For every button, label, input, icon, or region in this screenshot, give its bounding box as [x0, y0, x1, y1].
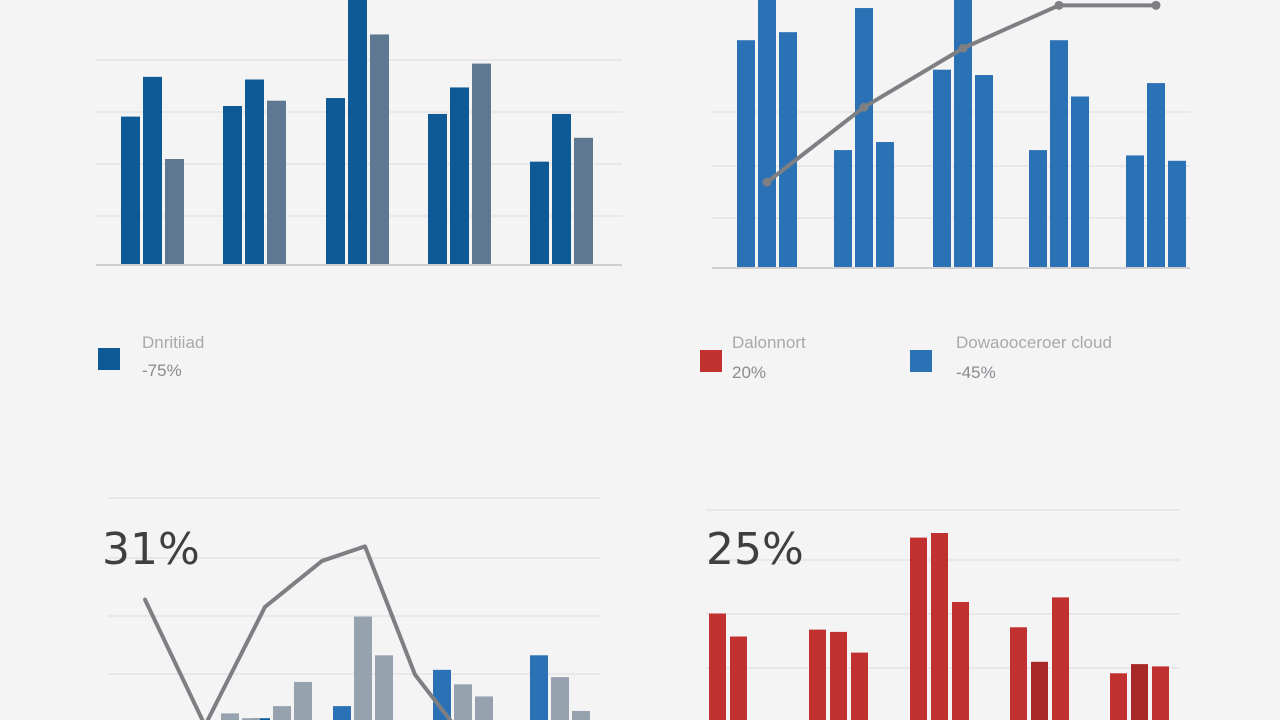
- bar-s3-g4: [1071, 96, 1089, 268]
- bar-s2-g1: [143, 76, 162, 265]
- bar-s2-g4: [450, 87, 469, 265]
- bar-s1-g2: [223, 106, 242, 265]
- chart-panel-top-left: 87% Dnritiiad -75%: [96, 0, 622, 380]
- trend-line-group: [143, 544, 453, 720]
- bar-s3-g2: [267, 100, 286, 265]
- bar-s2-g2: [855, 8, 873, 268]
- legend-label: Dalonnort: [732, 333, 806, 352]
- bar-s1-g5: [1110, 673, 1127, 720]
- legend-value: 20%: [732, 363, 766, 382]
- bar-s1-g5: [1126, 155, 1144, 268]
- bar-s2-g1: [730, 636, 747, 720]
- bar-s3-g3: [975, 75, 993, 268]
- bar-s2-g2: [273, 706, 291, 720]
- bar-s2-g3: [348, 0, 367, 265]
- headline-percent: 25%: [706, 524, 804, 575]
- bar-s1-g2: [834, 150, 852, 268]
- bar-s3-g4: [472, 63, 491, 265]
- chart-panel-top-right: 86% Dalonnort 20% Dowaooceroer cloud -45…: [700, 0, 1190, 382]
- bar-s2-g4: [1031, 661, 1048, 720]
- bar-s2-g4: [454, 684, 472, 720]
- legend-swatch: [910, 350, 932, 372]
- trend-point: [859, 102, 869, 112]
- bar-s1-g1: [121, 116, 140, 265]
- bar-s2-g5: [1147, 83, 1165, 268]
- bar-s1-g1: [737, 40, 755, 269]
- bar-group: [709, 533, 1169, 720]
- bar-s3-g4: [1052, 597, 1069, 720]
- bar-s1-g4: [428, 113, 447, 265]
- bar-s2-g5: [552, 113, 571, 265]
- bar-s1-g4: [1010, 627, 1027, 720]
- bar-s2-g3: [954, 0, 972, 268]
- bar-s3-g1: [779, 32, 797, 268]
- bar-s3-g3: [375, 655, 393, 720]
- bar-s3-g1: [165, 159, 184, 265]
- bar-s1-g4: [433, 669, 451, 720]
- trend-line-group: [762, 0, 1161, 187]
- bar-s1-g5: [530, 655, 548, 720]
- bar-s3-g5: [574, 137, 593, 265]
- bar-s3-g2: [851, 652, 868, 720]
- legend-label: Dowaooceroer cloud: [956, 333, 1112, 352]
- chart-panel-bottom-right: 25%: [706, 509, 1180, 720]
- bar-s2-g2: [245, 79, 264, 265]
- chart-panel-bottom-left: 31%: [102, 497, 600, 720]
- bar-group: [121, 0, 593, 266]
- bar-s2-g5: [1131, 664, 1148, 720]
- trend-line: [143, 544, 453, 720]
- bar-s3-g4: [475, 696, 493, 720]
- bar-group: [221, 616, 590, 720]
- bar-s1-g3: [333, 706, 351, 720]
- bar-s3-g5: [1168, 160, 1186, 268]
- bar-s3-g5: [572, 710, 590, 720]
- bar-s2-g3: [931, 533, 948, 720]
- bar-s1-g5: [530, 161, 549, 265]
- headline-percent: 31%: [102, 524, 200, 575]
- bar-s2-g1: [221, 713, 239, 720]
- bar-s1-g3: [326, 98, 345, 265]
- bar-s3-g2: [294, 681, 312, 720]
- trend-point: [1054, 0, 1064, 10]
- trend-point: [1151, 0, 1161, 10]
- legend-value: -45%: [956, 363, 996, 382]
- bar-s1-g1: [709, 613, 726, 720]
- bar-s2-g4: [1050, 40, 1068, 269]
- bar-s1-g2: [809, 629, 826, 720]
- bar-s2-g5: [551, 677, 569, 720]
- legend-value: -75%: [142, 361, 182, 380]
- legend-swatch: [700, 350, 722, 372]
- trend-point: [958, 43, 968, 53]
- bar-s3-g3: [370, 34, 389, 266]
- bar-s2-g2: [830, 631, 847, 720]
- headline-percent: 87%: [102, 0, 200, 9]
- bar-s2-g3: [354, 616, 372, 720]
- bar-group: [737, 0, 1186, 269]
- bar-s3-g2: [876, 142, 894, 268]
- bar-s1-g2: [252, 718, 270, 720]
- legend-label: Dnritiiad: [142, 333, 204, 352]
- bar-s1-g4: [1029, 150, 1047, 268]
- bar-s1-g3: [933, 69, 951, 269]
- bar-s3-g5: [1152, 666, 1169, 720]
- bar-s3-g1: [242, 718, 260, 720]
- bar-s2-g1: [758, 0, 776, 268]
- legend-swatch: [98, 348, 120, 370]
- bar-s3-g3: [952, 602, 969, 720]
- headline-percent: 86%: [706, 0, 804, 9]
- bar-s1-g3: [910, 537, 927, 720]
- trend-point: [762, 177, 772, 187]
